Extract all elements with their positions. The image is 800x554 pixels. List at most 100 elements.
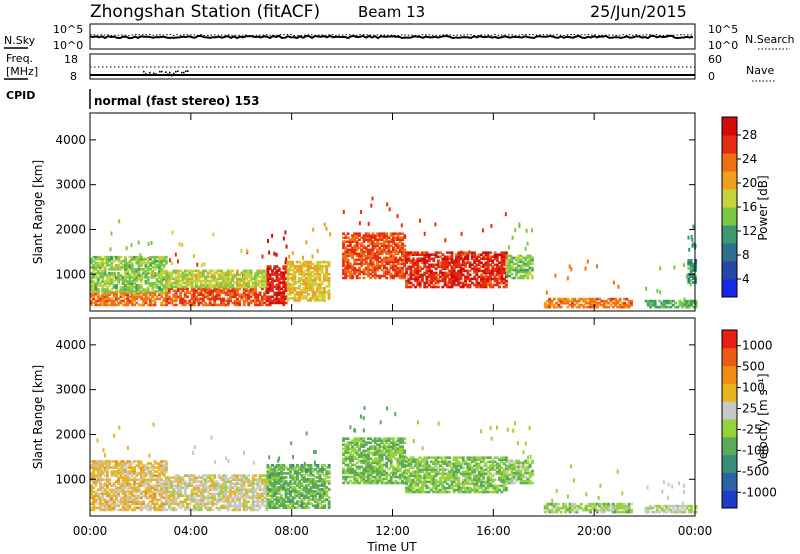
heatmap-cell xyxy=(282,265,286,268)
heatmap-cell xyxy=(233,502,237,506)
heatmap-cell xyxy=(266,476,270,479)
heatmap-cell xyxy=(90,295,93,299)
heatmap-cell xyxy=(311,295,315,298)
heatmap-cell xyxy=(371,236,375,239)
heatmap-cell xyxy=(489,271,492,275)
heatmap-cell xyxy=(665,305,668,309)
heatmap-cell xyxy=(92,468,96,471)
heatmap-cell xyxy=(172,494,176,498)
heatmap-cell xyxy=(133,496,136,500)
heatmap-speck xyxy=(388,207,391,212)
heatmap-cell xyxy=(119,490,123,494)
heatmap-cell xyxy=(215,303,219,307)
heatmap-cell xyxy=(564,299,568,303)
heatmap-cell xyxy=(291,279,295,282)
heatmap-cell xyxy=(284,277,288,280)
heatmap-cell xyxy=(236,277,239,281)
heatmap-cell xyxy=(181,480,185,483)
heatmap-cell xyxy=(245,293,248,297)
heatmap-cell xyxy=(121,282,125,285)
heatmap-cell xyxy=(439,265,442,269)
heatmap-cell xyxy=(208,486,212,489)
heatmap-speck xyxy=(400,223,403,228)
heatmap-speck xyxy=(126,445,129,450)
heatmap-cell xyxy=(247,488,251,492)
heatmap-cell xyxy=(101,266,105,269)
heatmap-cell xyxy=(524,264,527,268)
heatmap-cell xyxy=(242,269,246,273)
heatmap-cell xyxy=(353,463,357,467)
heatmap-cell xyxy=(124,486,127,489)
heatmap-cell xyxy=(170,500,174,504)
heatmap-cell xyxy=(153,284,157,287)
heatmap-cell xyxy=(358,266,361,270)
heatmap-cell xyxy=(119,466,123,469)
heatmap-speck xyxy=(125,246,128,251)
heatmap-cell xyxy=(199,476,203,479)
heatmap-cell xyxy=(99,474,102,477)
heatmap-cell xyxy=(254,271,257,275)
heatmap-cell xyxy=(288,297,292,300)
heatmap-cell xyxy=(455,271,458,275)
heatmap-cell xyxy=(112,259,116,263)
heatmap-cell xyxy=(305,506,308,509)
heatmap-cell xyxy=(327,281,331,284)
heatmap-cell xyxy=(137,460,141,463)
heatmap-cell xyxy=(119,301,123,305)
heatmap-cell xyxy=(162,299,166,303)
heatmap-cell xyxy=(186,279,189,283)
heatmap-cell xyxy=(92,255,96,259)
heatmap-cell xyxy=(179,488,183,492)
heatmap-cell xyxy=(401,268,404,272)
heatmap-cell xyxy=(316,262,319,266)
heatmap-cell xyxy=(683,301,687,305)
heatmap-cell xyxy=(222,287,226,291)
heatmap-cell xyxy=(694,303,698,307)
heatmap-cell xyxy=(282,480,286,483)
heatmap-cell xyxy=(510,268,514,272)
heatmap-cell xyxy=(110,470,114,473)
heatmap-cell xyxy=(289,500,292,503)
heatmap-cell xyxy=(418,283,422,287)
heatmap-cell xyxy=(318,488,322,491)
heatmap-cell xyxy=(286,299,290,302)
heatmap-cell xyxy=(448,273,452,277)
heatmap-cell xyxy=(226,498,230,502)
heatmap-cell xyxy=(233,492,237,496)
heatmap-cell xyxy=(130,290,134,293)
heatmap-cell xyxy=(240,488,244,492)
heatmap-cell xyxy=(242,293,246,297)
heatmap-cell xyxy=(242,482,246,485)
heatmap-cell xyxy=(112,500,116,504)
heatmap-cell xyxy=(344,477,348,481)
heatmap-cell xyxy=(137,464,141,467)
heatmap-cell xyxy=(358,256,361,260)
heatmap-cell xyxy=(108,272,112,275)
heatmap-cell xyxy=(119,288,123,291)
heatmap-cell xyxy=(607,297,611,301)
heatmap-cell xyxy=(206,297,210,301)
heatmap-cell xyxy=(186,269,189,273)
heatmap-cell xyxy=(158,468,161,471)
heatmap-cell xyxy=(240,283,244,287)
heatmap-cell xyxy=(179,293,183,297)
heatmap-cell xyxy=(247,496,251,500)
heatmap-cell xyxy=(142,470,146,473)
heatmap-cell xyxy=(614,297,617,301)
heatmap-cell xyxy=(325,260,329,264)
heatmap-cell xyxy=(130,295,134,299)
heatmap-cell xyxy=(174,498,178,502)
heatmap-cell xyxy=(128,466,132,469)
heatmap-cell xyxy=(327,264,331,268)
heatmap-cell xyxy=(369,250,373,254)
heatmap-cell xyxy=(197,498,201,502)
heatmap-cell xyxy=(300,283,304,286)
heatmap-cell xyxy=(275,502,279,505)
heatmap-cell xyxy=(119,286,123,289)
heatmap-cell xyxy=(188,508,192,512)
heatmap-cell xyxy=(158,266,161,269)
heatmap-cell xyxy=(90,460,93,463)
heatmap-cell xyxy=(314,496,317,499)
colorbar-tick-label: 28 xyxy=(742,128,757,142)
heatmap-cell xyxy=(153,502,157,506)
